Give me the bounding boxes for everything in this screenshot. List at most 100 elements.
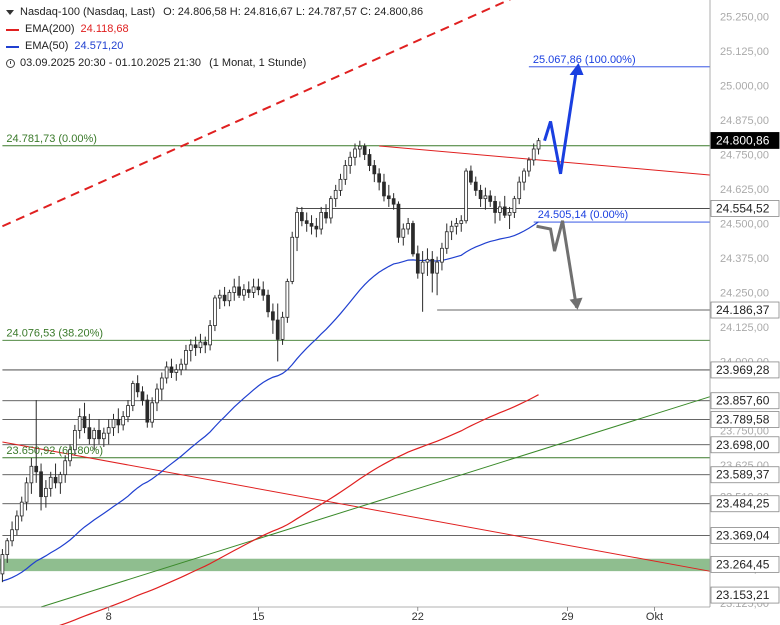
candle-body bbox=[0, 554, 5, 575]
candle-body bbox=[295, 212, 299, 238]
instrument-title: Nasdaq-100 (Nasdaq, Last) bbox=[20, 6, 156, 18]
ema50-swatch bbox=[6, 45, 19, 48]
ohlc-readout: O: 24.806,58 H: 24.816,67 L: 24.787,57 C… bbox=[163, 6, 424, 18]
ema50-value: 24.571,20 bbox=[74, 40, 124, 52]
candle-body bbox=[425, 258, 430, 263]
x-tick-label: 15 bbox=[252, 611, 264, 623]
price-label: 23.264,45 bbox=[716, 557, 770, 571]
y-tick-label: 23.750,00 bbox=[720, 425, 769, 437]
candle-body bbox=[493, 201, 497, 213]
candle-body bbox=[266, 294, 270, 313]
candle-body bbox=[285, 281, 290, 318]
candle-body bbox=[24, 482, 29, 503]
candle-body bbox=[469, 170, 473, 183]
candle-body bbox=[10, 529, 14, 542]
ema200-label: EMA(200) bbox=[25, 23, 75, 35]
candle-body bbox=[97, 430, 101, 440]
y-tick-label: 24.125,00 bbox=[720, 322, 769, 334]
candle-body bbox=[256, 286, 261, 291]
price-label-box bbox=[710, 586, 780, 604]
candle-body bbox=[498, 206, 502, 213]
candle-body bbox=[106, 427, 111, 434]
candle-body bbox=[242, 289, 246, 296]
x-tick-label: 29 bbox=[561, 611, 573, 623]
candle-body bbox=[362, 145, 367, 155]
candle-body bbox=[87, 427, 92, 440]
candle-body bbox=[222, 294, 227, 302]
ema200-swatch bbox=[6, 28, 19, 31]
price-label-box bbox=[710, 466, 780, 484]
candle-body bbox=[68, 449, 72, 462]
candle-body bbox=[304, 220, 309, 224]
trendline bbox=[40, 395, 713, 608]
price-label-box bbox=[710, 495, 780, 513]
candle-body bbox=[290, 236, 295, 282]
candle-body bbox=[140, 391, 145, 401]
candle-body bbox=[478, 189, 483, 200]
price-label: 24.554,52 bbox=[716, 201, 770, 215]
fib-label: 24.076,53 (38.20%) bbox=[6, 327, 103, 339]
candle-body bbox=[5, 540, 10, 555]
candle-body bbox=[459, 220, 464, 224]
ema200-line bbox=[59, 394, 539, 625]
price-label-box bbox=[710, 132, 780, 149]
fib-label: 24.781,73 (0.00%) bbox=[6, 133, 97, 145]
collapse-caret-icon[interactable] bbox=[6, 10, 14, 15]
legend-range-row: 03.09.2025 20:30 - 01.10.2025 21:30 (1 M… bbox=[6, 55, 423, 72]
price-label-box bbox=[710, 555, 780, 573]
legend-title-row: Nasdaq-100 (Nasdaq, Last) O: 24.806,58 H… bbox=[6, 4, 423, 21]
candle-body bbox=[319, 212, 324, 230]
legend-ema50[interactable]: EMA(50) 24.571,20 bbox=[6, 38, 423, 55]
candle-body bbox=[377, 173, 381, 183]
candle-body bbox=[58, 474, 63, 484]
price-label: 23.789,58 bbox=[716, 412, 770, 426]
price-label: 24.186,37 bbox=[716, 303, 770, 317]
candle-body bbox=[126, 405, 130, 418]
price-label: 24.800,86 bbox=[716, 133, 770, 147]
support-zone bbox=[0, 558, 710, 572]
y-tick-label: 25.250,00 bbox=[720, 12, 769, 24]
candle-body bbox=[329, 198, 333, 219]
candle-body bbox=[246, 289, 251, 293]
candle-body bbox=[357, 145, 362, 150]
y-tick-label: 24.875,00 bbox=[720, 115, 769, 127]
candle-body bbox=[300, 212, 304, 222]
candle-body bbox=[92, 430, 97, 440]
price-label-box bbox=[710, 301, 780, 319]
candle-body bbox=[324, 212, 328, 219]
clock-icon bbox=[6, 59, 15, 68]
candle-body bbox=[454, 223, 459, 227]
bearish-arrowhead bbox=[569, 297, 583, 310]
candle-body bbox=[372, 165, 377, 175]
candle-body bbox=[333, 189, 338, 200]
candle-body bbox=[198, 341, 203, 349]
interval: (1 Monat, 1 Stunde) bbox=[209, 57, 307, 69]
candle-body bbox=[512, 198, 517, 213]
trendline bbox=[379, 145, 713, 176]
price-label: 23.369,04 bbox=[716, 529, 770, 543]
candle-body bbox=[34, 465, 39, 473]
candle-body bbox=[275, 319, 280, 340]
candle-body bbox=[101, 432, 106, 440]
price-label-box bbox=[710, 361, 780, 379]
x-tick-label: Okt bbox=[646, 611, 663, 623]
candle-body bbox=[406, 223, 410, 230]
price-label-box bbox=[710, 527, 780, 544]
candle-body bbox=[348, 156, 353, 166]
candle-body bbox=[386, 195, 391, 200]
candle-body bbox=[449, 225, 454, 233]
price-label-box bbox=[710, 200, 780, 217]
price-label: 23.484,25 bbox=[716, 497, 770, 511]
candle-body bbox=[237, 286, 241, 296]
candle-body bbox=[343, 165, 348, 180]
candle-body bbox=[502, 206, 507, 216]
candle-body bbox=[435, 261, 439, 274]
candle-body bbox=[184, 350, 188, 365]
candle-body bbox=[130, 383, 135, 406]
legend-ema200[interactable]: EMA(200) 24.118,68 bbox=[6, 21, 423, 38]
candle-body bbox=[527, 159, 531, 172]
candle-body bbox=[314, 225, 319, 230]
date-range: 03.09.2025 20:30 - 01.10.2025 21:30 bbox=[20, 57, 202, 69]
ema200-value: 24.118,68 bbox=[80, 23, 129, 35]
